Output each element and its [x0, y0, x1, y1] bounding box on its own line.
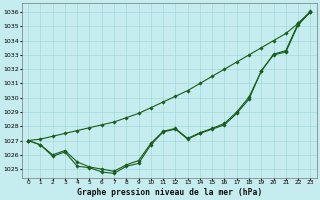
X-axis label: Graphe pression niveau de la mer (hPa): Graphe pression niveau de la mer (hPa) [76, 188, 262, 197]
